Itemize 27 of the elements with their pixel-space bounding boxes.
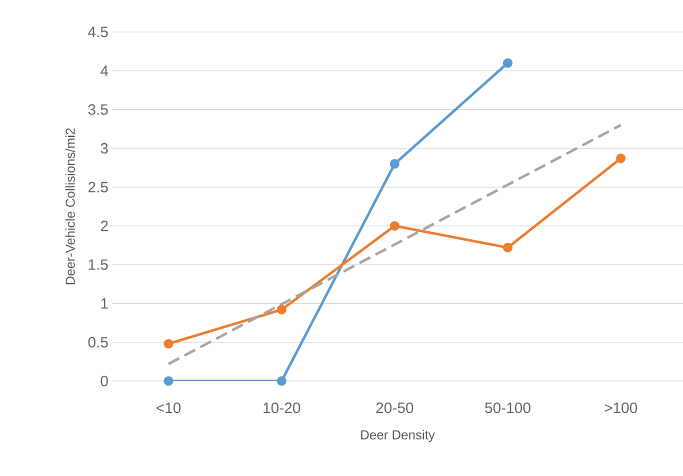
point — [164, 338, 174, 349]
y-tick-label: 4.5 — [88, 26, 108, 38]
point — [276, 304, 286, 314]
point — [390, 159, 400, 169]
x-tick-label: 10-20 — [264, 402, 300, 414]
x-tick-label: >100 — [604, 402, 638, 414]
y-tick-label: 3 — [100, 143, 108, 154]
x-axis-title: Deer Density — [361, 430, 435, 442]
point — [164, 376, 174, 386]
y-tick-label: 0.5 — [88, 336, 108, 348]
y-axis-title: Deer-Vehicle Collisions/mi2 — [65, 128, 75, 284]
point — [616, 154, 626, 164]
x-tick-label: <10 — [156, 402, 181, 414]
x-tick-label: 50-100 — [485, 402, 530, 414]
y-tick-label: 0 — [100, 376, 108, 386]
point — [502, 242, 513, 252]
y-tick-label: 1.5 — [88, 259, 108, 270]
point — [276, 376, 286, 386]
y-tick-label: 2 — [100, 220, 108, 232]
x-tick-label: 20-50 — [376, 402, 414, 414]
y-tick-label: 4 — [100, 66, 108, 76]
y-tick-label: 2.5 — [88, 182, 108, 192]
y-tick-label: 1 — [101, 298, 108, 309]
y-tick-label: 3.5 — [88, 104, 108, 115]
point — [390, 221, 400, 231]
point — [502, 58, 513, 68]
line-series — [167, 124, 622, 366]
